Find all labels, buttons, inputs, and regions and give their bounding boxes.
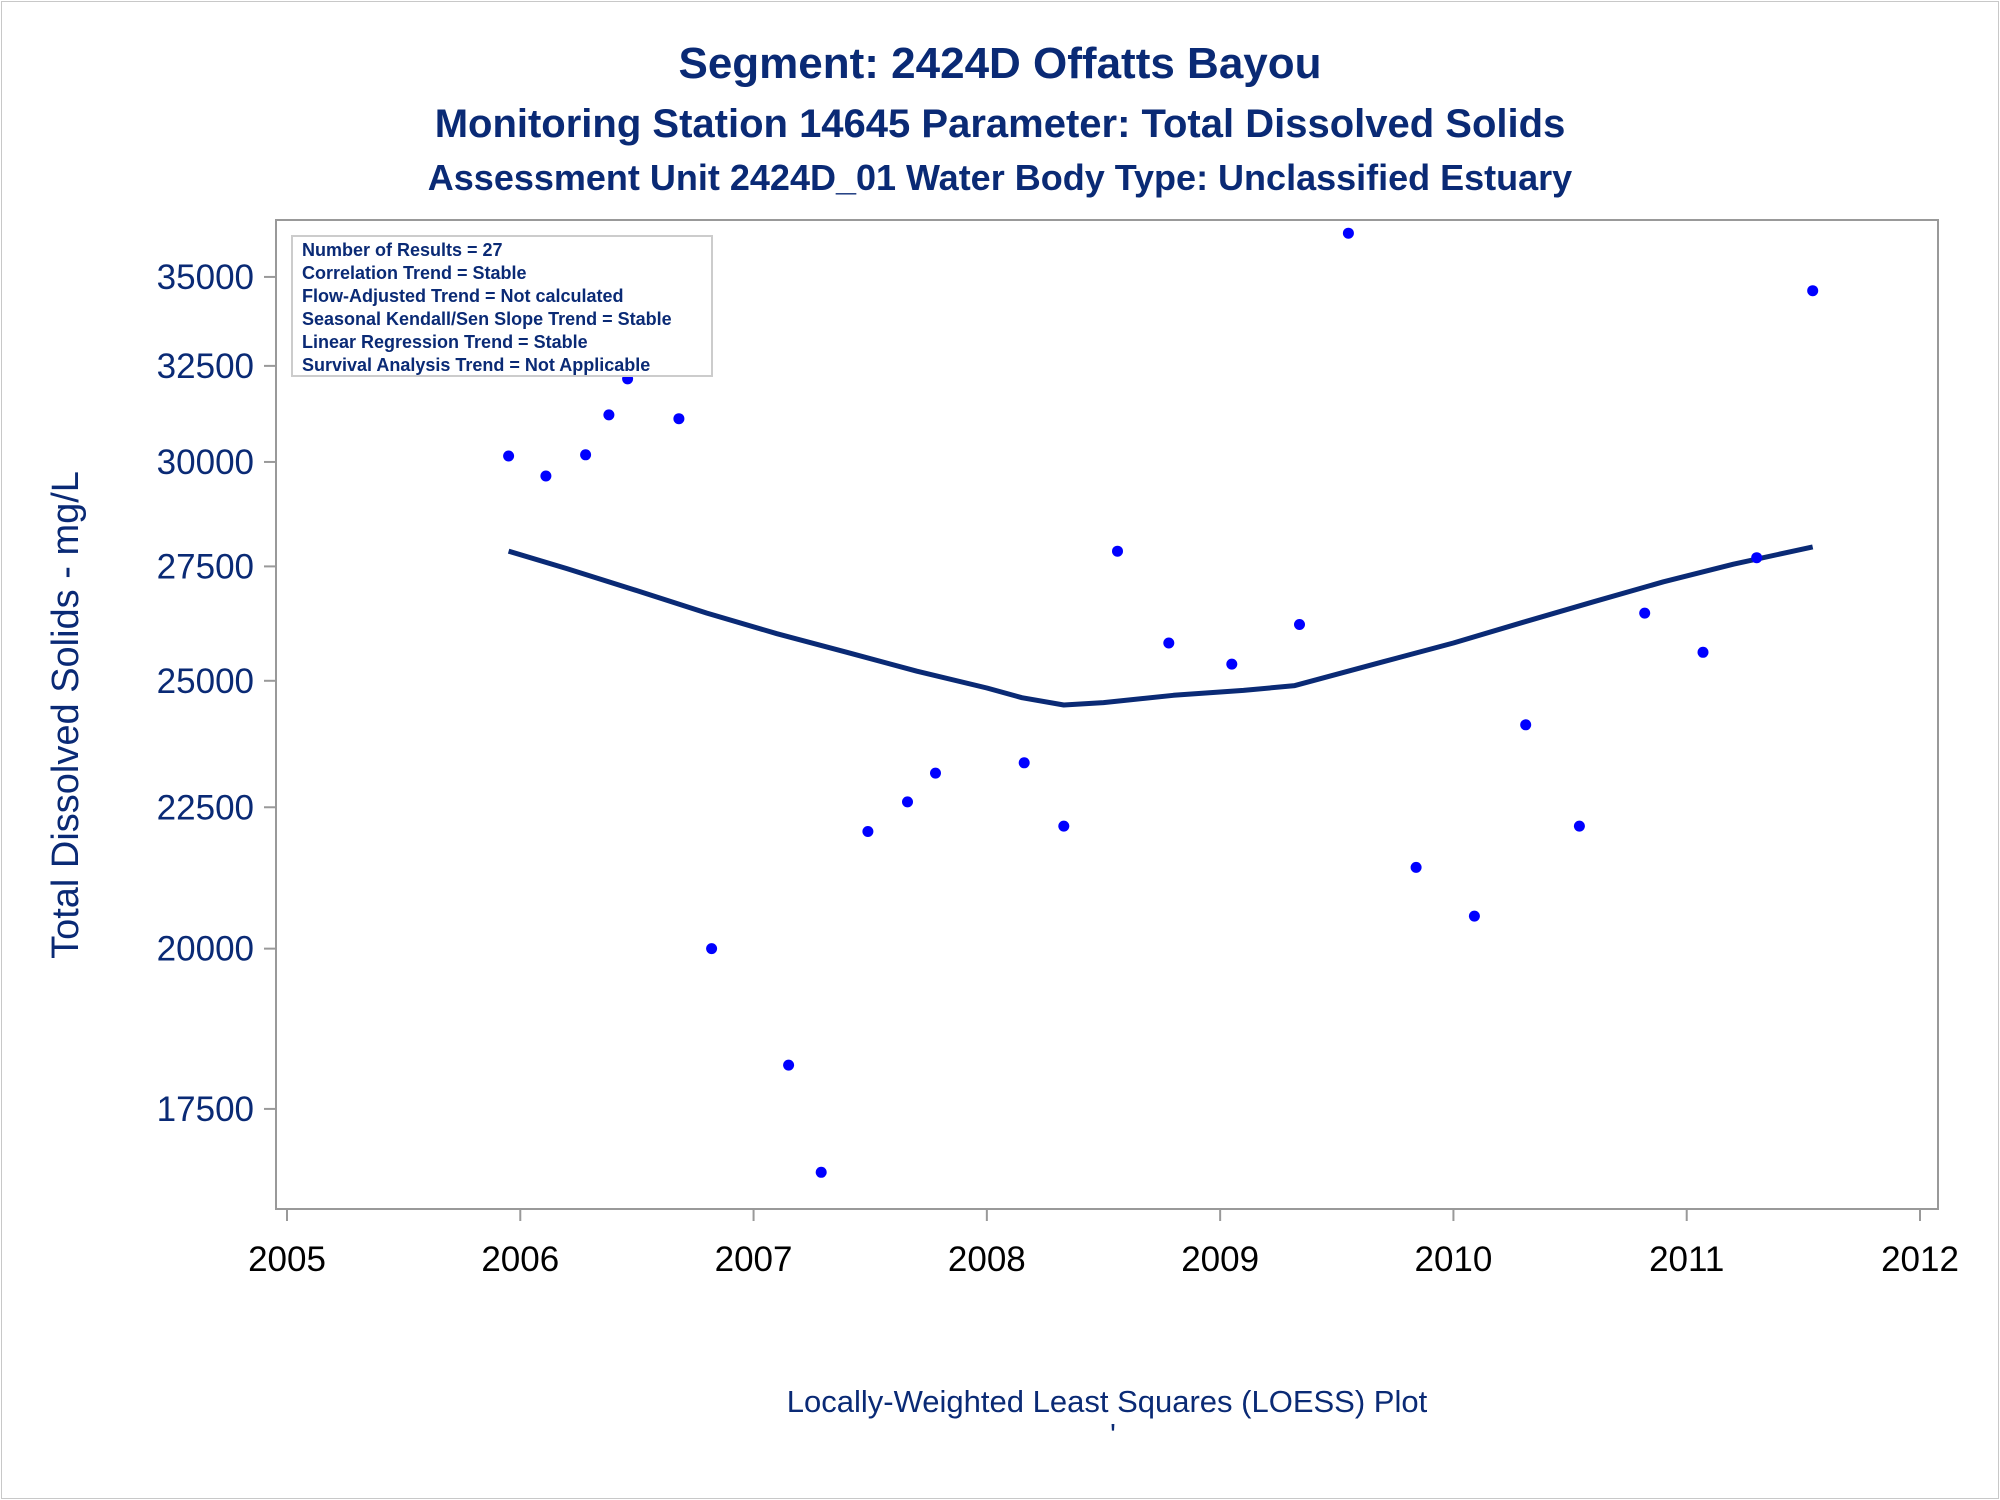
stats-line: Seasonal Kendall/Sen Slope Trend = Stabl… [302, 309, 672, 329]
stats-line: Linear Regression Trend = Stable [302, 332, 588, 352]
data-point [1058, 820, 1070, 832]
stats-line: Correlation Trend = Stable [302, 263, 527, 283]
data-point [1018, 757, 1030, 769]
stats-line: Flow-Adjusted Trend = Not calculated [302, 286, 624, 306]
data-point [1520, 719, 1532, 731]
x-tick-label: 2012 [1881, 1240, 1959, 1279]
y-tick-label: 35000 [157, 258, 254, 297]
stats-line: Survival Analysis Trend = Not Applicable [302, 355, 650, 375]
data-point [815, 1166, 827, 1178]
data-point [1697, 646, 1709, 658]
y-tick-label: 27500 [157, 547, 254, 586]
y-axis: 17500 20000 22500 25000 27500 30000 32500 35000 [157, 258, 276, 1129]
data-point [1410, 861, 1422, 873]
stats-line: Number of Results = 27 [302, 240, 503, 260]
data-point [1807, 285, 1819, 297]
data-point [1751, 552, 1763, 564]
data-point [930, 767, 941, 779]
x-tick-label: 2011 [1649, 1240, 1724, 1279]
data-point [540, 470, 552, 482]
data-point [603, 409, 615, 421]
data-point [783, 1059, 795, 1071]
data-point [503, 450, 515, 462]
chart-subtitle-2: Assessment Unit 2424D_01 Water Body Type… [428, 157, 1572, 198]
chart-title: Segment: 2424D Offatts Bayou [678, 39, 1321, 88]
data-point [706, 943, 718, 955]
x-tick-label: 2008 [948, 1240, 1026, 1279]
stats-box: Number of Results = 27 Correlation Trend… [291, 235, 713, 377]
chart-footnote: Locally-Weighted Least Squares (LOESS) P… [787, 1384, 1428, 1419]
data-point [1112, 545, 1123, 557]
data-point [862, 826, 874, 837]
x-axis: 2005 2006 2007 2008 2009 2010 2011 2012 [248, 1209, 1959, 1279]
y-tick-label: 22500 [157, 788, 254, 827]
data-point [580, 449, 592, 461]
x-tick-label: 2007 [715, 1240, 793, 1279]
chart-subtitle: Monitoring Station 14645 Parameter: Tota… [435, 102, 1566, 146]
y-tick-label: 20000 [157, 930, 254, 969]
data-point [1342, 227, 1354, 239]
data-point [1294, 619, 1305, 630]
plot-area [275, 219, 1939, 1210]
footnote-mark: ' [1110, 1417, 1116, 1452]
data-point [673, 413, 685, 425]
data-point [1163, 637, 1175, 649]
x-tick-label: 2009 [1181, 1240, 1259, 1279]
loess-layer [507, 544, 1814, 708]
x-tick-label: 2005 [248, 1240, 326, 1279]
x-tick-label: 2010 [1414, 1240, 1492, 1279]
data-point [1468, 910, 1480, 922]
y-axis-label: Total Dissolved Solids - mg/L [45, 471, 87, 959]
points-layer [503, 227, 1819, 1178]
data-point [1226, 658, 1238, 670]
y-tick-label: 30000 [157, 443, 254, 482]
loess-line [507, 544, 1814, 708]
data-point [1639, 607, 1651, 619]
data-point [1573, 820, 1585, 832]
y-tick-label: 25000 [157, 662, 254, 701]
x-tick-label: 2006 [481, 1240, 559, 1279]
stats-box-border [291, 235, 713, 377]
data-point [902, 796, 913, 808]
y-tick-label: 17500 [157, 1090, 254, 1129]
y-tick-label: 32500 [157, 347, 254, 386]
